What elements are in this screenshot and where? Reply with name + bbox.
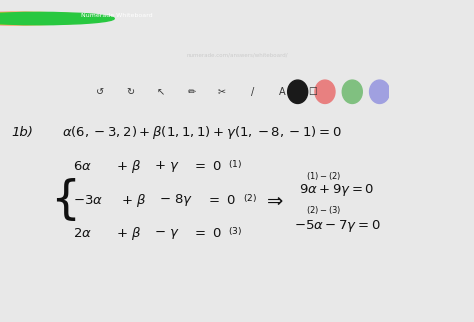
- Text: $-3\alpha$: $-3\alpha$: [73, 194, 103, 207]
- Text: $(1) - (2)$: $(1) - (2)$: [306, 170, 341, 182]
- Circle shape: [0, 12, 101, 25]
- Circle shape: [288, 80, 308, 103]
- Text: $6\alpha$: $6\alpha$: [73, 160, 92, 173]
- Circle shape: [0, 12, 88, 25]
- Text: ↖: ↖: [157, 87, 165, 97]
- Text: /: /: [251, 87, 254, 97]
- Text: A: A: [279, 87, 286, 97]
- Text: $+\ \beta$: $+\ \beta$: [116, 225, 142, 242]
- Text: $+\ \beta$: $+\ \beta$: [116, 158, 142, 175]
- Text: $(1)$: $(1)$: [228, 158, 242, 170]
- Circle shape: [342, 80, 362, 103]
- Text: $-5\alpha - 7\gamma = 0$: $-5\alpha - 7\gamma = 0$: [294, 218, 381, 234]
- Text: $(3)$: $(3)$: [228, 225, 242, 237]
- Text: ↻: ↻: [127, 87, 135, 97]
- Text: $9\alpha + 9\gamma = 0$: $9\alpha + 9\gamma = 0$: [299, 182, 374, 198]
- Text: $(2)$: $(2)$: [243, 192, 256, 204]
- Text: $=\ 0$: $=\ 0$: [192, 227, 222, 240]
- Text: $2\alpha$: $2\alpha$: [73, 227, 92, 240]
- Text: ↺: ↺: [96, 87, 105, 97]
- Text: Numerade Whiteboard: Numerade Whiteboard: [81, 13, 152, 18]
- Circle shape: [315, 80, 335, 103]
- Text: $\Rightarrow$: $\Rightarrow$: [263, 191, 284, 210]
- Text: numerade.com/answers/whiteboard/: numerade.com/answers/whiteboard/: [186, 52, 288, 57]
- Text: $\alpha(6,-3, 2) + \beta(1, 1, 1) + \gamma( 1, -8, -1)=0$: $\alpha(6,-3, 2) + \beta(1, 1, 1) + \gam…: [62, 124, 341, 141]
- Text: 1b): 1b): [12, 126, 34, 139]
- Text: $=\ 0$: $=\ 0$: [206, 194, 236, 207]
- Text: ☐: ☐: [309, 87, 317, 97]
- Text: ✂: ✂: [218, 87, 226, 97]
- Text: $-\ \gamma$: $-\ \gamma$: [154, 227, 180, 241]
- Circle shape: [370, 80, 390, 103]
- Text: ✏: ✏: [187, 87, 196, 97]
- Text: {: {: [50, 178, 80, 223]
- Text: $(2) - (3)$: $(2) - (3)$: [306, 204, 341, 216]
- Text: $=\ 0$: $=\ 0$: [192, 160, 222, 173]
- Text: $+\ \gamma$: $+\ \gamma$: [154, 159, 180, 174]
- Text: $+\ \beta$: $+\ \beta$: [121, 192, 146, 209]
- Text: $-\ 8\gamma$: $-\ 8\gamma$: [159, 192, 193, 208]
- Circle shape: [0, 12, 114, 25]
